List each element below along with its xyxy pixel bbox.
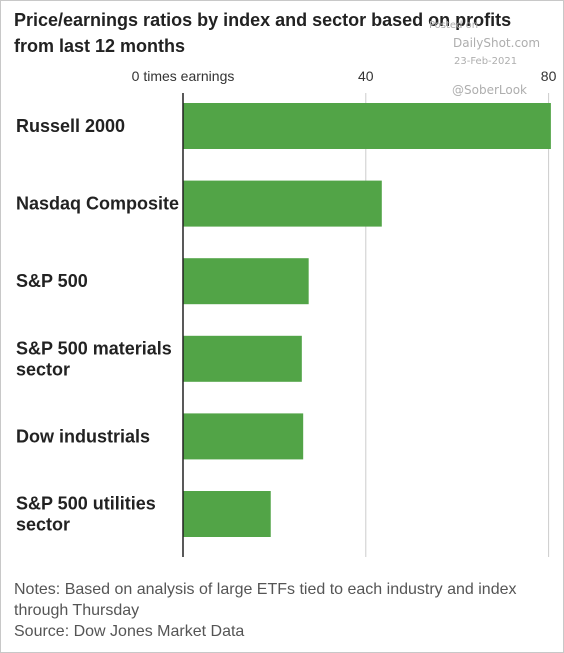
category-label-4: Dow industrials bbox=[16, 426, 150, 446]
bar-chart: Russell 2000 Nasdaq Composite S&P 500 S&P 5… bbox=[16, 68, 557, 557]
bar-1 bbox=[183, 180, 382, 227]
watermark-posted: Posted on bbox=[429, 20, 479, 31]
chart-notes: Notes: Based on analysis of large ETFs t… bbox=[14, 579, 554, 642]
bar-0 bbox=[183, 103, 551, 149]
category-label-0: Russell 2000 bbox=[16, 116, 125, 136]
watermark-date: 23-Feb-2021 bbox=[454, 56, 518, 67]
watermark-site: DailyShot.com bbox=[453, 36, 541, 50]
tick-label-0: 0 times earnings bbox=[132, 68, 235, 84]
source-text: Source: Dow Jones Market Data bbox=[14, 623, 245, 640]
bar-2 bbox=[183, 258, 309, 305]
tick-label-80: 80 bbox=[541, 68, 557, 84]
notes-text: Notes: Based on analysis of large ETFs t… bbox=[14, 581, 517, 619]
bar-3 bbox=[183, 335, 302, 382]
category-label-3: S&P 500 materials sector bbox=[16, 338, 172, 379]
bar-5 bbox=[183, 491, 271, 537]
bar-4 bbox=[183, 413, 304, 460]
category-label-5: S&P 500 utilities sector bbox=[16, 494, 156, 535]
tick-label-40: 40 bbox=[358, 68, 374, 84]
chart-title: Price/earnings ratios by index and secto… bbox=[14, 10, 512, 56]
watermark-handle: @SoberLook bbox=[452, 83, 527, 97]
category-label-1: Nasdaq Composite bbox=[16, 194, 179, 214]
category-label-2: S&P 500 bbox=[16, 271, 88, 291]
